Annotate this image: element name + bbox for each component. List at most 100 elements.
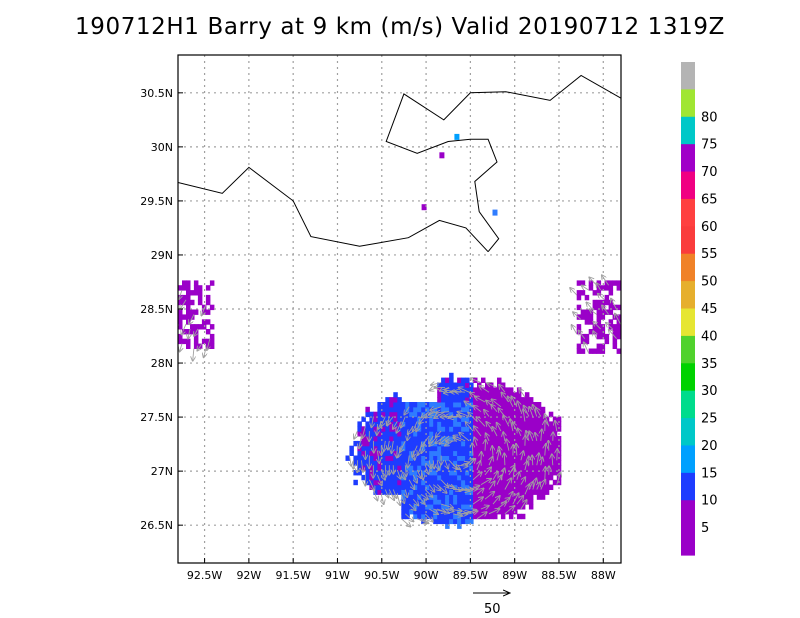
wind-cell — [477, 392, 482, 398]
wind-cell — [508, 402, 514, 408]
colorbar-swatch — [681, 363, 695, 392]
wind-cell — [433, 460, 438, 466]
wind-cell — [401, 465, 406, 471]
wind-cell — [197, 299, 203, 306]
wind-cell — [500, 440, 506, 447]
wind-cell — [449, 518, 454, 525]
wind-cell — [504, 470, 510, 476]
wind-vector — [468, 511, 478, 514]
wind-vector — [484, 467, 491, 476]
wind-cell — [469, 431, 474, 437]
wind-cell — [441, 470, 446, 476]
wind-cell — [190, 299, 195, 306]
x-tick-label: 90W — [414, 569, 439, 582]
wind-cell — [493, 411, 498, 418]
wind-cell — [381, 431, 386, 437]
wind-cell — [500, 455, 506, 461]
reference-vector-label: 50 — [484, 602, 501, 617]
wind-cell — [524, 494, 530, 500]
wind-cell — [465, 431, 470, 437]
colorbar-label: 65 — [701, 192, 718, 207]
wind-cell — [373, 479, 378, 486]
wind-cell — [536, 445, 542, 452]
wind-vector — [598, 294, 605, 301]
wind-cell — [469, 494, 474, 500]
wind-cell — [457, 440, 462, 447]
wind-cell — [441, 377, 446, 383]
wind-cell — [485, 426, 490, 432]
wind-cell — [182, 294, 187, 301]
wind-cell — [584, 309, 590, 315]
wind-cell — [612, 324, 618, 330]
colorbar-swatch — [681, 62, 695, 90]
wind-cell — [461, 406, 466, 413]
wind-vector — [496, 502, 506, 510]
wind-cell — [532, 421, 538, 427]
wind-cell — [608, 319, 614, 325]
wind-vector — [517, 472, 519, 480]
colorbar-swatch — [681, 198, 695, 227]
wind-cell — [516, 474, 522, 481]
wind-cell — [508, 513, 514, 520]
wind-cell — [417, 411, 422, 418]
wind-cell — [516, 504, 522, 510]
wind-cell — [508, 426, 514, 432]
wind-vector — [593, 331, 596, 339]
wind-cell — [397, 470, 402, 476]
wind-cell — [477, 387, 482, 393]
wind-cell — [433, 479, 438, 486]
wind-vector — [532, 456, 533, 466]
wind-cell — [485, 416, 490, 422]
wind-cell — [481, 460, 486, 466]
wind-cell — [365, 445, 370, 452]
wind-cell — [357, 431, 362, 437]
wind-vector — [477, 461, 480, 471]
wind-vector — [485, 440, 486, 451]
wind-cell — [528, 402, 534, 408]
wind-cell — [508, 455, 514, 461]
wind-cell — [544, 450, 550, 456]
wind-vector — [537, 453, 539, 466]
wind-cell — [512, 436, 518, 442]
wind-cell — [441, 465, 446, 471]
wind-cell — [461, 460, 466, 466]
wind-cell — [600, 309, 606, 315]
wind-cell — [453, 402, 458, 408]
wind-cell — [453, 474, 458, 481]
wind-cell — [453, 411, 458, 418]
wind-cell — [445, 479, 450, 486]
wind-vector — [615, 314, 621, 325]
wind-cell — [209, 338, 215, 345]
wind-vector — [376, 474, 381, 486]
wind-cell — [401, 460, 406, 466]
wind-cell — [548, 474, 554, 481]
wind-cell — [465, 387, 470, 393]
wind-cell — [437, 445, 442, 452]
wind-cell — [556, 440, 562, 447]
wind-cell — [445, 382, 450, 388]
wind-cell — [441, 494, 446, 500]
wind-vector — [506, 439, 509, 451]
wind-cell — [445, 470, 450, 476]
colorbar-label: 45 — [701, 302, 718, 317]
wind-cell — [457, 494, 462, 500]
wind-cell — [421, 513, 426, 520]
wind-cell — [616, 329, 621, 335]
wind-cell — [373, 421, 378, 427]
wind-cell — [500, 436, 506, 442]
wind-vector — [437, 508, 449, 513]
wind-cell — [401, 431, 406, 437]
wind-cell — [381, 465, 386, 471]
wind-cell — [389, 440, 394, 447]
wind-cell — [600, 343, 606, 349]
wind-cell — [548, 411, 554, 418]
wind-cell — [186, 309, 191, 315]
wind-cell — [445, 445, 450, 452]
wind-cell — [409, 479, 414, 486]
wind-cell — [493, 504, 498, 510]
wind-cell — [425, 426, 430, 432]
wind-cell — [532, 445, 538, 452]
wind-cell — [536, 460, 542, 466]
wind-cell — [421, 406, 426, 413]
